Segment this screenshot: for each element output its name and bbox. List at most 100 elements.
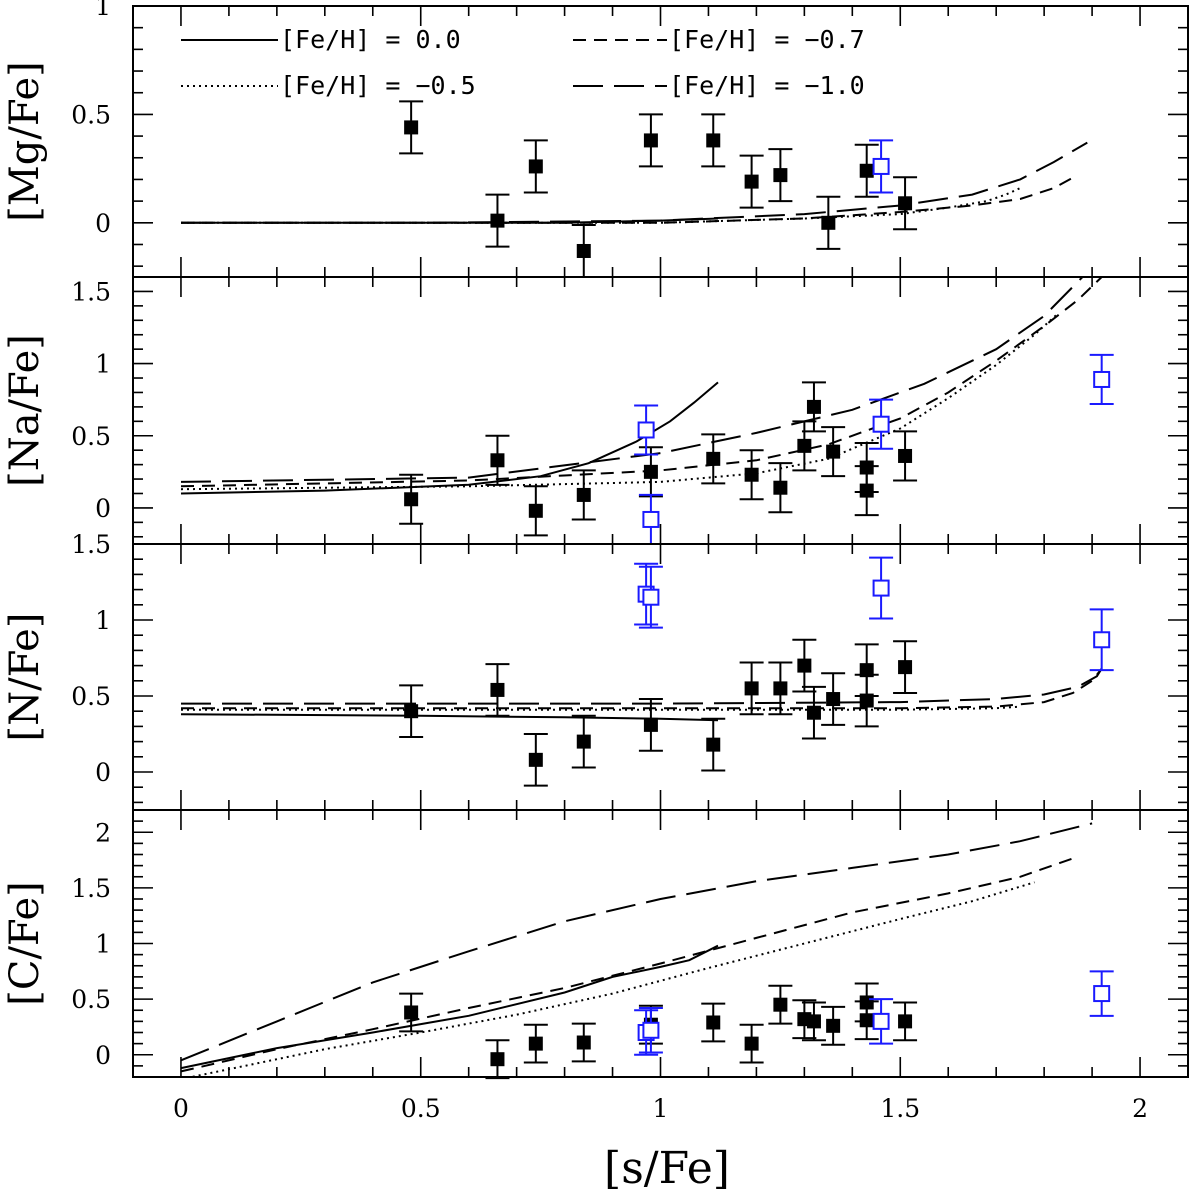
marker-filled-square (490, 1052, 505, 1067)
marker-open-square (1093, 985, 1111, 1003)
data-point-open (869, 998, 894, 1045)
legend-label: [Fe/H] = −0.7 (669, 25, 865, 54)
data-point-filled (739, 154, 764, 209)
model-curves-c (180, 822, 1093, 1077)
model-curve-solid (180, 713, 719, 722)
data-point-open (869, 398, 894, 450)
marker-filled-square (859, 693, 874, 708)
marker-filled-square (826, 692, 841, 707)
legend: [Fe/H] = 0.0 [Fe/H] = −0.7 [Fe/H] = −0.5 [F… (181, 25, 865, 100)
data-point-filled (399, 992, 424, 1033)
marker-filled-square (773, 997, 788, 1012)
marker-filled-square (744, 174, 759, 189)
marker-filled-square (706, 1015, 721, 1030)
marker-filled-square (490, 213, 505, 228)
y-tick-label: 1.5 (71, 277, 111, 306)
data-point-filled (801, 1001, 826, 1042)
marker-filled-square (744, 681, 759, 696)
data-point-filled (739, 1023, 764, 1064)
marker-filled-square (404, 492, 419, 507)
model-curve-long-dash (180, 822, 1093, 1062)
data-point-filled (485, 434, 510, 486)
marker-filled-square (859, 663, 874, 678)
marker-filled-square (528, 1036, 543, 1051)
data-point-open (638, 565, 663, 629)
model-curve-long-dash (181, 141, 1088, 224)
data-point-open (634, 404, 659, 456)
data-point-open (1089, 608, 1114, 672)
data-point-filled (485, 193, 510, 248)
panel-frame-c (132, 809, 1189, 1078)
y-tick-label: 1 (95, 350, 111, 379)
data-point-filled (701, 433, 726, 485)
panel-frame-na (132, 276, 1189, 545)
data-point-open (1089, 353, 1114, 406)
x-axis: 0 0.5 1 1.5 2 (173, 1094, 1148, 1123)
marker-filled-square (797, 438, 812, 453)
y-tick-label: 0.5 (71, 100, 111, 129)
data-point-filled (792, 638, 817, 693)
data-point-filled (739, 661, 764, 716)
marker-open-square (1093, 370, 1111, 388)
model-curve-dotted (180, 312, 1060, 491)
model-curves-na (180, 277, 1103, 495)
data-point-filled (485, 663, 510, 717)
marker-filled-square (826, 1018, 841, 1033)
data-point-filled (399, 100, 424, 155)
marker-filled-square (806, 1014, 821, 1029)
marker-filled-square (576, 734, 591, 749)
data-point-filled (399, 684, 424, 739)
data-point-filled (485, 1039, 510, 1080)
model-curve-short-dash (180, 277, 1103, 488)
data-point-filled (701, 717, 726, 772)
marker-filled-square (528, 752, 543, 767)
data-point-filled (571, 223, 596, 278)
marker-open-square (642, 1021, 660, 1039)
data-point-open (1089, 970, 1114, 1017)
marker-filled-square (706, 737, 721, 752)
data-point-filled (571, 714, 596, 769)
y-tick-label: 0.5 (71, 985, 111, 1014)
panel-na: 0 0.5 1 1.5 [Na/Fe] (2, 276, 1189, 545)
marker-filled-square (821, 215, 836, 230)
data-point-filled (854, 673, 879, 728)
data-point-filled (801, 381, 826, 433)
marker-filled-square (404, 1005, 419, 1020)
marker-filled-square (773, 681, 788, 696)
y-tick-label: 1.5 (71, 874, 111, 903)
data-point-filled (821, 1005, 846, 1046)
model-curve-dotted (186, 881, 1035, 1077)
data-point-filled (523, 1023, 548, 1064)
data-point-filled (816, 195, 841, 250)
marker-open-square (642, 588, 660, 606)
data-point-filled (638, 113, 663, 168)
marker-filled-square (643, 464, 658, 479)
marker-open-square (872, 1012, 890, 1030)
marker-filled-square (898, 1014, 913, 1029)
y-tick-label: 0 (95, 494, 111, 523)
data-point-filled (893, 176, 918, 231)
data-point-filled (523, 733, 548, 787)
x-tick-label: 1 (653, 1094, 669, 1123)
y-tick-label: 1 (95, 0, 111, 21)
marker-filled-square (744, 1036, 759, 1051)
y-tick-label: 0.5 (71, 422, 111, 451)
y-axis-title-na: [Na/Fe] (2, 334, 48, 487)
x-tick-label: 2 (1132, 1094, 1148, 1123)
y-tick-label: 0 (95, 758, 111, 787)
data-point-filled (893, 430, 918, 482)
data-point-filled (399, 473, 424, 525)
data-point-filled (523, 139, 548, 194)
x-tick-label: 1.5 (880, 1094, 920, 1123)
marker-filled-square (859, 483, 874, 498)
y-axis-title-mg: [Mg/Fe] (2, 61, 48, 222)
data-point-filled (768, 462, 793, 514)
y-tick-label: 2 (95, 818, 111, 847)
data-point-filled (768, 148, 793, 203)
model-curve-long-dash (180, 277, 1084, 483)
legend-label: [Fe/H] = −1.0 (669, 71, 865, 100)
marker-filled-square (773, 480, 788, 495)
data-point-filled (739, 449, 764, 501)
legend-label: [Fe/H] = −0.5 (280, 71, 476, 100)
marker-filled-square (706, 451, 721, 466)
